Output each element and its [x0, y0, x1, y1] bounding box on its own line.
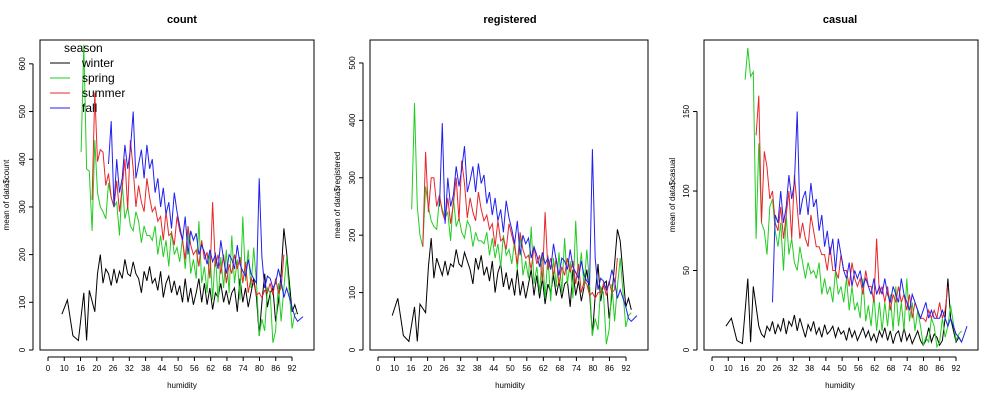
- x-tick-label: 26: [440, 364, 449, 373]
- y-tick-label: 200: [348, 228, 357, 242]
- x-tick-label: 20: [423, 364, 432, 373]
- series-line-fall: [439, 123, 638, 323]
- y-tick-label: 50: [682, 266, 691, 275]
- y-axis-label: mean of data$casual: [668, 158, 677, 232]
- x-tick-label: 50: [506, 364, 515, 373]
- x-tick-label: 44: [821, 364, 830, 373]
- y-tick-label: 500: [348, 56, 357, 70]
- x-tick-label: 0: [46, 364, 51, 373]
- y-tick-label: 200: [18, 247, 27, 261]
- x-tick-label: 62: [539, 364, 548, 373]
- plot-frame: [369, 39, 649, 351]
- panel-title: count: [167, 14, 197, 26]
- x-tick-label: 0: [376, 364, 381, 373]
- panel-title: casual: [823, 14, 857, 26]
- series-line-winter: [391, 229, 632, 343]
- y-tick-label: 100: [348, 285, 357, 299]
- x-tick-label: 80: [255, 364, 264, 373]
- plot-frame: [39, 39, 315, 351]
- x-tick-label: 74: [239, 364, 248, 373]
- x-tick-label: 74: [572, 364, 581, 373]
- series-line-summer: [91, 92, 285, 299]
- y-tick-label: 500: [18, 104, 27, 118]
- x-tick-label: 20: [92, 364, 101, 373]
- x-tick-label: 80: [919, 364, 928, 373]
- y-axis-label: mean of data$count: [2, 159, 11, 230]
- x-tick-label: 44: [489, 364, 498, 373]
- series-line-spring: [744, 47, 962, 349]
- x-tick-label: 44: [157, 364, 166, 373]
- legend-label-summer: summer: [82, 86, 125, 100]
- x-axis-label: humidity: [825, 381, 855, 390]
- legend-title: season: [64, 41, 103, 55]
- y-tick-label: 0: [682, 347, 691, 352]
- panel-registered: registered mean of data$registered humid…: [333, 14, 649, 390]
- y-tick-label: 0: [348, 347, 357, 352]
- x-tick-label: 16: [407, 364, 416, 373]
- x-tick-label: 56: [522, 364, 531, 373]
- x-tick-label: 16: [76, 364, 85, 373]
- x-tick-label: 86: [271, 364, 280, 373]
- legend-label-winter: winter: [81, 56, 114, 70]
- legend-label-spring: spring: [82, 71, 115, 85]
- x-tick-label: 68: [222, 364, 231, 373]
- x-tick-label: 38: [473, 364, 482, 373]
- x-tick-label: 38: [805, 364, 814, 373]
- x-tick-label: 10: [390, 364, 399, 373]
- legend-label-fall: fall: [82, 101, 97, 115]
- series-line-winter: [725, 278, 963, 347]
- x-tick-label: 80: [588, 364, 597, 373]
- x-tick-label: 50: [838, 364, 847, 373]
- y-tick-label: 300: [348, 171, 357, 185]
- x-tick-label: 62: [206, 364, 215, 373]
- y-tick-label: 300: [18, 200, 27, 214]
- x-tick-label: 32: [125, 364, 134, 373]
- y-tick-label: 100: [682, 184, 691, 198]
- y-tick-label: 0: [18, 347, 27, 352]
- x-tick-label: 86: [935, 364, 944, 373]
- x-axis-label: humidity: [495, 381, 525, 390]
- y-tick-label: 400: [18, 152, 27, 166]
- x-tick-label: 26: [109, 364, 118, 373]
- series-line-winter: [61, 228, 299, 342]
- x-tick-label: 26: [773, 364, 782, 373]
- x-tick-label: 10: [60, 364, 69, 373]
- x-tick-label: 32: [456, 364, 465, 373]
- panel-casual: casual mean of data$casual humidity 0 10 1…: [668, 14, 979, 390]
- x-axis-label: humidity: [167, 381, 197, 390]
- y-axis-label: mean of data$registered: [333, 152, 342, 239]
- x-tick-label: 10: [724, 364, 733, 373]
- y-tick-label: 150: [682, 104, 691, 118]
- y-tick-label: 600: [18, 57, 27, 71]
- y-tick-label: 100: [18, 295, 27, 309]
- x-tick-label: 92: [288, 364, 297, 373]
- x-tick-label: 68: [555, 364, 564, 373]
- x-tick-label: 32: [789, 364, 798, 373]
- x-tick-label: 92: [952, 364, 961, 373]
- x-tick-label: 50: [174, 364, 183, 373]
- panel-title: registered: [483, 14, 536, 26]
- y-tick-label: 400: [348, 113, 357, 127]
- x-tick-label: 68: [886, 364, 895, 373]
- series-line-summer: [422, 151, 618, 300]
- x-tick-label: 0: [710, 364, 715, 373]
- series-line-fall: [772, 111, 968, 344]
- x-tick-label: 74: [903, 364, 912, 373]
- panel-count: count mean of data$count humidity 0 10 16 2…: [2, 14, 315, 390]
- x-tick-label: 38: [141, 364, 150, 373]
- x-tick-label: 56: [854, 364, 863, 373]
- x-tick-label: 92: [622, 364, 631, 373]
- series-line-fall: [108, 111, 304, 323]
- plot-frame: [703, 39, 979, 351]
- x-tick-label: 62: [870, 364, 879, 373]
- x-tick-label: 86: [605, 364, 614, 373]
- x-tick-label: 56: [190, 364, 199, 373]
- x-tick-label: 16: [740, 364, 749, 373]
- x-tick-label: 20: [756, 364, 765, 373]
